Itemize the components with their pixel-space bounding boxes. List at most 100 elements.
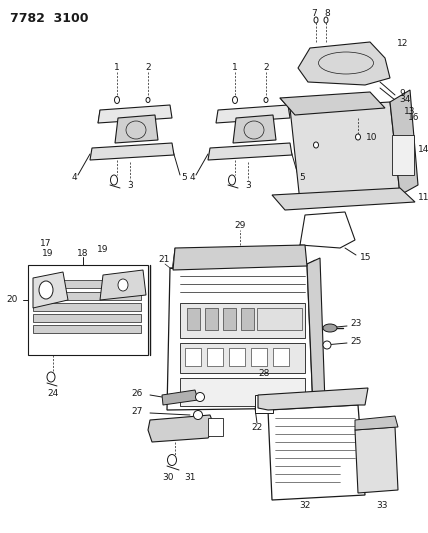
Text: 22: 22 (251, 424, 263, 432)
Text: 1: 1 (232, 62, 238, 71)
Bar (185, 348, 201, 366)
Text: 2: 2 (263, 62, 269, 71)
Bar (33, 280, 141, 288)
Text: 30: 30 (162, 473, 174, 482)
Text: 7782  3100: 7782 3100 (10, 12, 89, 25)
Text: 10: 10 (366, 133, 377, 141)
Bar (28, 265, 148, 355)
Text: 14: 14 (418, 146, 428, 155)
Text: 3: 3 (245, 181, 251, 190)
Text: 7: 7 (311, 10, 317, 19)
Polygon shape (162, 390, 198, 405)
Ellipse shape (232, 96, 238, 103)
Text: 17: 17 (40, 238, 52, 247)
Text: 5: 5 (181, 174, 187, 182)
Ellipse shape (356, 134, 360, 140)
Bar (257, 308, 302, 330)
Bar (255, 395, 273, 413)
Text: 25: 25 (350, 336, 361, 345)
Polygon shape (115, 115, 158, 143)
Ellipse shape (146, 98, 150, 102)
Ellipse shape (110, 175, 118, 185)
Polygon shape (167, 264, 313, 410)
Ellipse shape (314, 17, 318, 23)
Bar (180, 378, 305, 406)
Text: 23: 23 (350, 319, 361, 328)
Text: 33: 33 (376, 502, 388, 511)
Polygon shape (307, 258, 325, 408)
Ellipse shape (47, 372, 55, 382)
Text: 16: 16 (408, 114, 419, 123)
Polygon shape (355, 427, 398, 493)
Text: 34: 34 (399, 94, 410, 103)
Text: 1: 1 (114, 62, 120, 71)
Text: 9: 9 (399, 88, 405, 98)
Text: 20: 20 (6, 295, 18, 304)
Ellipse shape (313, 142, 318, 148)
Polygon shape (173, 245, 307, 270)
Text: 18: 18 (77, 248, 89, 257)
Polygon shape (280, 92, 385, 115)
Bar (33, 314, 141, 322)
Text: 16: 16 (279, 251, 290, 260)
Bar (207, 348, 223, 366)
Bar (33, 325, 141, 333)
Text: 21: 21 (158, 255, 169, 264)
Polygon shape (216, 105, 290, 123)
Ellipse shape (193, 410, 202, 419)
Polygon shape (208, 143, 292, 160)
Polygon shape (33, 272, 68, 308)
Bar (392, 135, 414, 175)
Bar (180, 343, 305, 373)
Polygon shape (298, 42, 390, 85)
Bar (241, 308, 254, 330)
Polygon shape (148, 415, 215, 442)
Polygon shape (90, 143, 174, 160)
Ellipse shape (167, 455, 176, 465)
Ellipse shape (323, 324, 337, 332)
Bar (273, 348, 289, 366)
Bar (180, 303, 305, 338)
Bar (208, 418, 223, 436)
Polygon shape (355, 416, 398, 430)
Text: 19: 19 (97, 246, 109, 254)
Text: 19: 19 (42, 248, 54, 257)
Polygon shape (272, 188, 415, 210)
Bar (205, 308, 218, 330)
Text: 4: 4 (71, 174, 77, 182)
Text: 29: 29 (234, 222, 246, 230)
Bar (33, 303, 141, 311)
Ellipse shape (323, 341, 331, 349)
Text: 32: 32 (299, 502, 311, 511)
Text: 12: 12 (397, 39, 408, 49)
Polygon shape (300, 212, 355, 248)
Polygon shape (290, 102, 400, 202)
Polygon shape (268, 405, 365, 500)
Bar (33, 292, 141, 300)
Text: 4: 4 (189, 174, 195, 182)
Ellipse shape (264, 98, 268, 102)
Bar (187, 308, 200, 330)
Text: 8: 8 (324, 10, 330, 19)
Bar (223, 308, 236, 330)
Text: 5: 5 (299, 174, 305, 182)
Text: 11: 11 (418, 193, 428, 203)
Ellipse shape (39, 281, 53, 299)
Text: 13: 13 (404, 108, 416, 117)
Polygon shape (233, 115, 276, 143)
Polygon shape (98, 105, 172, 123)
Ellipse shape (229, 175, 235, 185)
Ellipse shape (115, 96, 119, 103)
Ellipse shape (118, 279, 128, 291)
Ellipse shape (196, 392, 205, 401)
Text: 31: 31 (184, 473, 196, 482)
Bar (251, 348, 267, 366)
Bar (229, 348, 245, 366)
Text: 24: 24 (48, 389, 59, 398)
Polygon shape (390, 90, 418, 195)
Text: 28: 28 (259, 368, 270, 377)
Text: 2: 2 (145, 62, 151, 71)
Text: 27: 27 (132, 407, 143, 416)
Text: 26: 26 (132, 389, 143, 398)
Text: 3: 3 (127, 181, 133, 190)
